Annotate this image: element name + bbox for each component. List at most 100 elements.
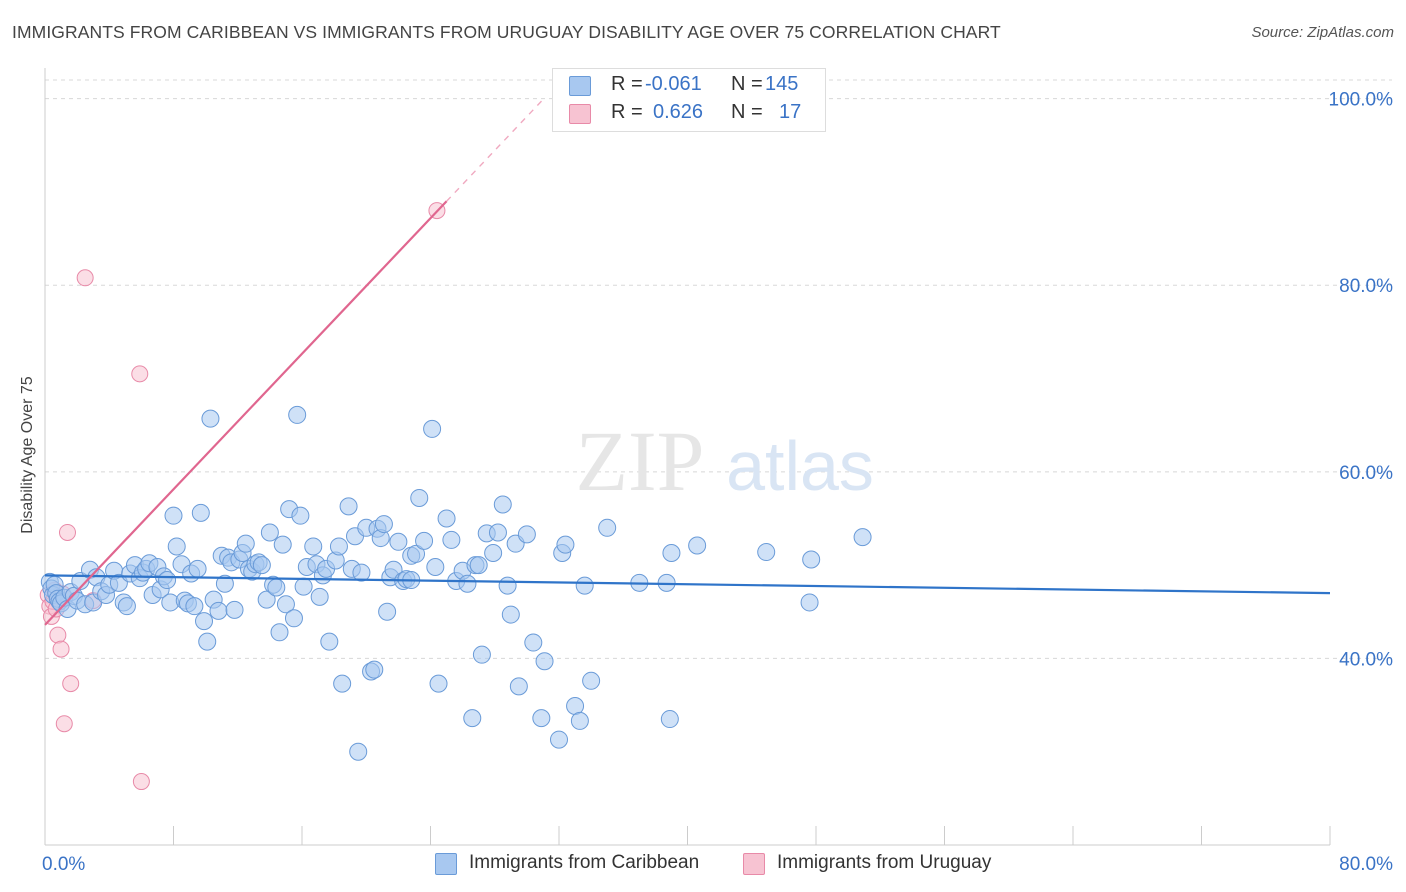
caribbean-point: [185, 597, 204, 616]
chart-title: IMMIGRANTS FROM CARIBBEAN VS IMMIGRANTS …: [12, 22, 1001, 42]
caribbean-point: [201, 409, 220, 428]
x-tick-label: 0.0%: [42, 854, 85, 875]
caribbean-point: [458, 574, 477, 593]
caribbean-point: [757, 543, 776, 562]
caribbean-point: [236, 534, 255, 553]
uruguay-points: [39, 202, 446, 791]
caribbean-point: [429, 674, 448, 693]
caribbean-point: [276, 595, 295, 614]
legend-n-label: N =: [731, 73, 763, 95]
watermark-atlas: atlas: [726, 427, 874, 505]
legend-swatch-pink: [569, 104, 591, 124]
y-tick-label: 100.0%: [1329, 90, 1394, 111]
caribbean-point: [853, 528, 872, 547]
caribbean-point: [294, 577, 313, 596]
caribbean-point: [484, 543, 503, 562]
caribbean-point: [582, 671, 601, 690]
caribbean-point: [535, 652, 554, 671]
caribbean-point: [225, 600, 244, 619]
legend-swatch-blue: [569, 76, 591, 96]
caribbean-point: [320, 632, 339, 651]
caribbean-point: [329, 537, 348, 556]
caribbean-point: [469, 556, 488, 575]
caribbean-point: [158, 571, 177, 590]
uruguay-point: [62, 675, 80, 693]
legend-r-label: R =: [611, 73, 643, 95]
caribbean-point: [188, 559, 207, 578]
caribbean-point: [800, 593, 819, 612]
caribbean-point: [389, 532, 408, 551]
uruguay-point: [76, 269, 94, 287]
caribbean-point: [660, 710, 679, 729]
legend-row-caribbean: R = -0.061 N = 145: [553, 73, 825, 99]
caribbean-point: [252, 556, 271, 575]
uruguay-point: [131, 365, 149, 383]
caribbean-point: [426, 557, 445, 576]
uruguay-point: [132, 773, 150, 791]
uruguay-point: [58, 523, 76, 541]
caribbean-point: [575, 576, 594, 595]
caribbean-point: [472, 645, 491, 664]
source-label: Source: ZipAtlas.com: [1251, 24, 1394, 41]
caribbean-point: [662, 543, 681, 562]
caribbean-point: [288, 405, 307, 424]
caribbean-point: [509, 677, 528, 696]
caribbean-point: [566, 696, 585, 715]
y-tick-label: 80.0%: [1339, 276, 1393, 297]
y-tick-label: 60.0%: [1339, 463, 1393, 484]
caribbean-point: [423, 419, 442, 438]
caribbean-point: [284, 609, 303, 628]
caribbean-point: [270, 623, 289, 642]
caribbean-point: [524, 633, 543, 652]
caribbean-point: [167, 537, 186, 556]
caribbean-point: [498, 576, 517, 595]
caribbean-point: [333, 674, 352, 693]
caribbean-point: [550, 730, 568, 749]
caribbean-point: [310, 587, 329, 606]
x-tick-label: 80.0%: [1339, 854, 1393, 875]
caribbean-point: [410, 488, 429, 507]
caribbean-point: [191, 503, 210, 522]
caribbean-point: [365, 660, 384, 679]
caribbean-point: [209, 601, 228, 620]
y-tick-label: 40.0%: [1339, 649, 1393, 670]
caribbean-point: [501, 605, 520, 624]
bottom-legend-label: Immigrants from Caribbean: [469, 852, 700, 873]
caribbean-point: [374, 515, 393, 534]
caribbean-point: [442, 530, 461, 549]
legend-n-value: 17: [779, 101, 802, 123]
legend-r-value: 0.626: [653, 101, 704, 123]
caribbean-point: [437, 509, 456, 528]
caribbean-point: [463, 709, 482, 728]
caribbean-point: [164, 506, 183, 525]
caribbean-point: [352, 563, 371, 582]
uruguay-trend-line: [44, 200, 448, 626]
caribbean-point: [273, 535, 292, 554]
caribbean-point: [291, 506, 310, 525]
caribbean-trend-line: [44, 574, 1331, 595]
caribbean-point: [407, 544, 426, 563]
caribbean-point: [339, 497, 358, 516]
trend-lines: [44, 99, 1331, 626]
legend-row-uruguay: R = 0.626 N = 17: [553, 101, 825, 127]
legend-r-label: R =: [611, 101, 643, 123]
caribbean-point: [304, 537, 323, 556]
bottom-legend-swatch-blue: [435, 853, 457, 875]
caribbean-point: [260, 523, 279, 542]
caribbean-point: [378, 602, 397, 621]
watermark: ZIP atlas: [576, 413, 874, 509]
correlation-legend: R = -0.061 N = 145 R = 0.626 N = 17: [552, 68, 826, 132]
uruguay-point: [52, 640, 70, 658]
caribbean-point: [517, 525, 536, 544]
uruguay-trend-extension: [446, 99, 544, 202]
axes: [44, 68, 1331, 846]
caribbean-point: [415, 531, 434, 550]
bottom-legend-uruguay: Immigrants from Uruguay: [743, 852, 1023, 876]
caribbean-point: [117, 597, 136, 616]
uruguay-point: [49, 626, 67, 644]
caribbean-point: [195, 612, 214, 631]
caribbean-point: [570, 711, 589, 730]
bottom-legend-label: Immigrants from Uruguay: [777, 852, 992, 873]
legend-n-label: N =: [731, 101, 763, 123]
caribbean-point: [532, 709, 551, 728]
